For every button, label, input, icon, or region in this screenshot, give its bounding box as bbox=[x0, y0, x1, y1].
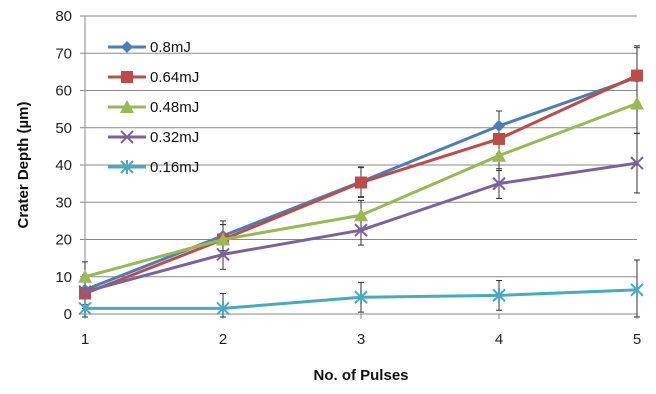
y-tick-label-3: 30 bbox=[55, 194, 72, 211]
y-tick-label-8: 80 bbox=[55, 8, 72, 25]
data-point-3-3 bbox=[492, 176, 506, 191]
data-point-1-4 bbox=[631, 69, 643, 82]
data-point-4-0 bbox=[78, 301, 92, 316]
legend-label-1: 0.64mJ bbox=[150, 69, 199, 86]
data-point-3-2 bbox=[354, 223, 368, 237]
legend-swatch-marker-2 bbox=[120, 100, 134, 113]
x-tick-label-2: 3 bbox=[357, 331, 365, 348]
y-tick-label-0: 0 bbox=[64, 306, 72, 323]
data-point-4-3 bbox=[492, 288, 506, 303]
legend-item-0: 0.8mJ bbox=[108, 39, 191, 56]
series-2 bbox=[78, 96, 644, 283]
legend-label-3: 0.32mJ bbox=[150, 129, 199, 146]
data-point-2-0 bbox=[78, 269, 92, 283]
data-point-3-0 bbox=[78, 284, 92, 299]
legend-swatch-marker-1 bbox=[121, 71, 133, 83]
data-point-2-3 bbox=[492, 148, 506, 162]
y-tick-label-5: 50 bbox=[55, 120, 72, 137]
series-3 bbox=[78, 156, 644, 299]
series-4 bbox=[78, 282, 644, 316]
data-point-2-2 bbox=[354, 208, 368, 222]
legend-label-2: 0.48mJ bbox=[150, 99, 199, 116]
x-axis-title: No. of Pulses bbox=[313, 367, 408, 384]
legend-item-2: 0.48mJ bbox=[108, 99, 199, 116]
legend-label-0: 0.8mJ bbox=[150, 39, 191, 56]
data-point-4-1 bbox=[216, 301, 230, 316]
legend: 0.8mJ 0.64mJ 0.48mJ 0.32mJ 0.16mJ bbox=[108, 39, 199, 176]
x-tick-label-1: 2 bbox=[219, 331, 227, 348]
data-point-3-4 bbox=[630, 156, 644, 170]
y-tick-label-4: 40 bbox=[55, 157, 72, 174]
legend-label-4: 0.16mJ bbox=[150, 159, 199, 176]
legend-swatch-marker-4 bbox=[120, 160, 134, 174]
data-point-2-4 bbox=[630, 96, 644, 110]
data-point-4-2 bbox=[354, 290, 368, 305]
y-tick-label-7: 70 bbox=[55, 45, 72, 62]
data-point-2-1 bbox=[216, 232, 230, 246]
data-point-1-3 bbox=[493, 132, 505, 145]
data-point-1-2 bbox=[355, 176, 367, 189]
x-tick-label-3: 4 bbox=[495, 331, 503, 348]
y-tick-label-6: 60 bbox=[55, 83, 72, 100]
x-tick-label-4: 5 bbox=[633, 331, 641, 348]
y-tick-label-1: 10 bbox=[55, 269, 72, 286]
data-point-4-4 bbox=[630, 282, 644, 297]
x-tick-labels: 1 2 3 4 5 bbox=[81, 331, 641, 348]
x-tick-label-0: 1 bbox=[81, 331, 89, 348]
data-point-3-1 bbox=[216, 247, 230, 262]
series bbox=[78, 69, 644, 316]
y-tick-label-2: 20 bbox=[55, 232, 72, 249]
y-axis-title: Crater Depth (µm) bbox=[15, 102, 32, 229]
data-point-0-3 bbox=[493, 119, 505, 132]
legend-swatch-marker-3 bbox=[120, 130, 134, 144]
legend-swatch-marker-0 bbox=[121, 41, 133, 53]
legend-item-3: 0.32mJ bbox=[108, 129, 199, 146]
legend-item-4: 0.16mJ bbox=[108, 159, 199, 176]
legend-item-1: 0.64mJ bbox=[108, 69, 199, 86]
y-tick-labels: 0 10 20 30 40 50 60 70 80 bbox=[55, 8, 72, 323]
